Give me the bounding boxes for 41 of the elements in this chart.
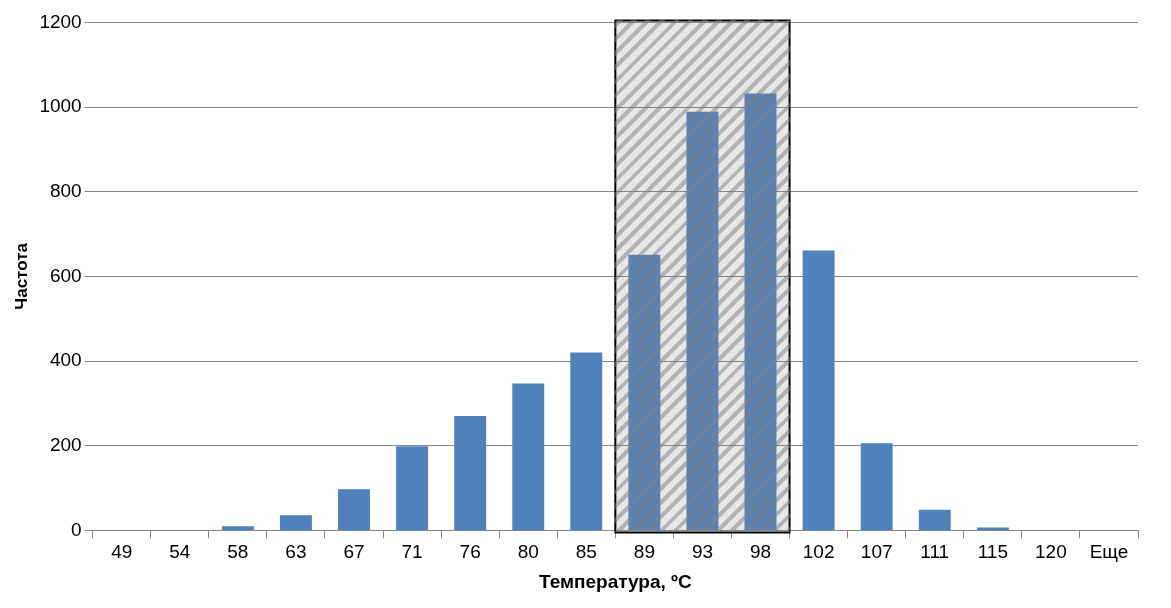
bar: [221, 526, 254, 530]
x-tick-label: 54: [169, 541, 191, 563]
bar: [860, 443, 893, 530]
x-tick-label: Еще: [1089, 541, 1129, 563]
y-tick-label: 1200: [39, 10, 82, 32]
bar: [454, 416, 487, 530]
y-axis-title: Частота: [11, 242, 31, 310]
bar: [512, 383, 545, 530]
x-tick-label: 102: [802, 541, 835, 563]
x-tick-label: 80: [517, 541, 539, 563]
x-tick-label: 107: [860, 541, 893, 563]
x-tick-label: 71: [401, 541, 423, 563]
x-tick-label: 111: [920, 541, 950, 563]
bar: [396, 446, 429, 530]
bar: [744, 93, 777, 530]
x-tick-label: 49: [111, 541, 133, 563]
x-tick-label: 98: [749, 541, 772, 563]
bar: [918, 509, 951, 530]
y-tick-label: 600: [49, 264, 82, 286]
bar: [570, 352, 603, 530]
bar: [802, 250, 835, 530]
x-tick-label: 115: [977, 541, 1008, 563]
x-tick-label: 93: [691, 541, 714, 563]
bar: [686, 111, 719, 530]
bar: [976, 527, 1009, 530]
bar: [279, 515, 312, 530]
x-tick-label: 120: [1035, 541, 1067, 563]
y-tick-label: 800: [49, 179, 82, 201]
x-tick-label: 58: [227, 541, 249, 563]
y-tick-label: 0: [71, 518, 82, 540]
y-tick-label: 1000: [39, 95, 82, 117]
x-tick-label: 67: [343, 541, 365, 563]
y-tick-label: 200: [49, 433, 82, 455]
x-tick-label: 89: [633, 541, 655, 563]
x-tick-label: 76: [459, 541, 481, 563]
y-tick-label: 400: [49, 349, 82, 371]
x-tick-label: 85: [575, 541, 597, 563]
x-axis-title: Температура, ºC: [538, 570, 692, 592]
x-tick-label: 63: [285, 541, 307, 563]
bar: [338, 489, 370, 530]
bar: [628, 254, 661, 530]
